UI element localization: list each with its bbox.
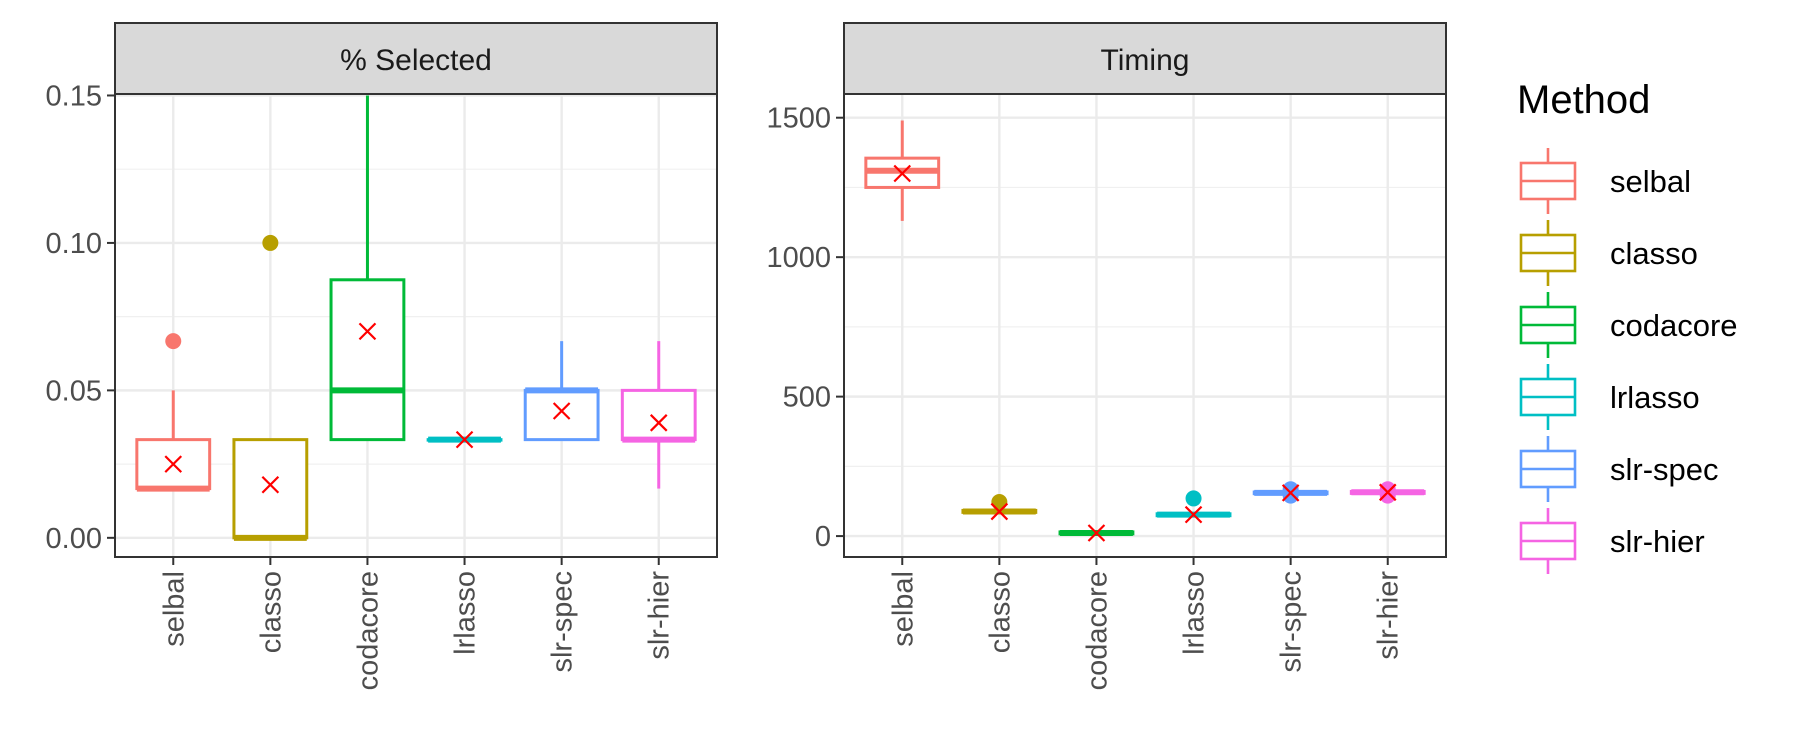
x-tick-label: lrlasso bbox=[450, 571, 482, 655]
x-tick-label: slr-spec bbox=[547, 571, 579, 673]
y-tick-label: 0.10 bbox=[46, 228, 102, 260]
legend-item-slr-spec: slr-spec bbox=[1519, 436, 1719, 502]
outlier-point bbox=[262, 234, 279, 251]
facet-title-timing: Timing bbox=[1101, 44, 1190, 77]
box-iqr bbox=[620, 388, 697, 442]
legend-title: Method bbox=[1517, 78, 1650, 122]
mean-marker bbox=[1281, 484, 1300, 502]
x-tick-label: classo bbox=[255, 571, 287, 653]
legend-label: lrlasso bbox=[1610, 380, 1700, 415]
mean-marker bbox=[455, 430, 474, 449]
box-slr-spec bbox=[523, 341, 600, 442]
y-tick-label: 0.15 bbox=[46, 80, 102, 112]
mean-marker bbox=[552, 402, 571, 420]
mean-marker bbox=[164, 455, 183, 473]
box-codacore bbox=[1058, 524, 1135, 542]
y-tick-label: 0.05 bbox=[46, 375, 102, 407]
axes: 0 500 1000 1500 selbal classo codacore lrlasso s… bbox=[766, 103, 1404, 691]
legend: Method selbal classo codacore lrlasso slr-sp… bbox=[1517, 78, 1738, 574]
y-tick-label: 0 bbox=[815, 521, 831, 553]
outlier-point bbox=[1185, 490, 1202, 507]
x-tick-label: slr-spec bbox=[1276, 571, 1308, 673]
legend-label: slr-spec bbox=[1610, 452, 1719, 487]
mean-marker bbox=[1378, 483, 1397, 502]
legend-label: classo bbox=[1610, 236, 1698, 271]
y-tick-label: 500 bbox=[783, 382, 831, 414]
legend-items: selbal classo codacore lrlasso slr-spec slr-h… bbox=[1519, 148, 1738, 574]
legend-item-selbal: selbal bbox=[1519, 148, 1691, 214]
outlier-point bbox=[1282, 481, 1299, 498]
y-tick-label: 1000 bbox=[766, 242, 831, 274]
mean-marker bbox=[358, 322, 377, 341]
x-tick-label: codacore bbox=[1081, 571, 1113, 690]
mean-marker bbox=[990, 502, 1009, 521]
legend-item-lrlasso: lrlasso bbox=[1519, 364, 1700, 430]
box-slr-spec bbox=[1252, 481, 1329, 504]
x-tick-label: codacore bbox=[352, 571, 384, 690]
panel-border bbox=[114, 93, 718, 558]
panel-timing: Timing 0 500 1000 1500 selbal classo codacore l… bbox=[766, 22, 1447, 691]
axes: 0.00 0.05 0.10 0.15 selbal classo codacore lrla… bbox=[46, 80, 676, 690]
facet-strip-background bbox=[843, 22, 1447, 95]
box-classo bbox=[232, 234, 309, 541]
legend-item-codacore: codacore bbox=[1519, 292, 1738, 358]
box-lrlasso bbox=[1155, 490, 1232, 524]
x-tick-label: slr-hier bbox=[644, 571, 676, 660]
box-marks bbox=[864, 120, 1426, 542]
x-tick-label: classo bbox=[984, 571, 1016, 653]
mean-marker bbox=[649, 414, 668, 432]
box-iqr bbox=[232, 438, 309, 540]
box-selbal bbox=[864, 120, 941, 221]
panel-border bbox=[843, 93, 1447, 558]
facet-strip-background bbox=[114, 22, 718, 95]
y-tick-label: 1500 bbox=[766, 103, 831, 135]
x-tick-label: selbal bbox=[158, 571, 190, 647]
mean-marker bbox=[1087, 524, 1106, 542]
box-slr-hier bbox=[620, 341, 697, 489]
x-tick-label: selbal bbox=[887, 571, 919, 647]
y-tick-label: 0.00 bbox=[46, 523, 102, 555]
mean-marker bbox=[261, 475, 280, 494]
legend-item-slr-hier: slr-hier bbox=[1519, 508, 1705, 574]
box-selbal bbox=[135, 333, 212, 492]
outlier-point bbox=[1379, 481, 1396, 498]
panel-percent-selected: % Selected 0.00 0.05 0.10 0.15 selbal classo c… bbox=[46, 22, 718, 690]
x-tick-label: lrlasso bbox=[1179, 571, 1211, 655]
facet-title-percent-selected: % Selected bbox=[340, 44, 492, 77]
box-slr-hier bbox=[1349, 481, 1426, 504]
gridlines bbox=[844, 94, 1446, 557]
outlier-point bbox=[991, 494, 1008, 511]
x-tick-label: slr-hier bbox=[1373, 571, 1405, 660]
legend-item-classo: classo bbox=[1519, 220, 1698, 286]
box-iqr bbox=[329, 278, 406, 442]
legend-label: selbal bbox=[1610, 164, 1691, 199]
legend-label: slr-hier bbox=[1610, 524, 1705, 559]
mean-marker bbox=[1184, 505, 1203, 524]
mean-marker bbox=[893, 164, 912, 183]
box-marks bbox=[135, 95, 697, 541]
box-codacore bbox=[329, 95, 406, 442]
legend-label: codacore bbox=[1610, 308, 1738, 343]
box-classo bbox=[961, 494, 1038, 521]
box-lrlasso bbox=[426, 430, 503, 449]
outlier-point bbox=[165, 333, 182, 350]
box-iqr bbox=[523, 388, 600, 442]
